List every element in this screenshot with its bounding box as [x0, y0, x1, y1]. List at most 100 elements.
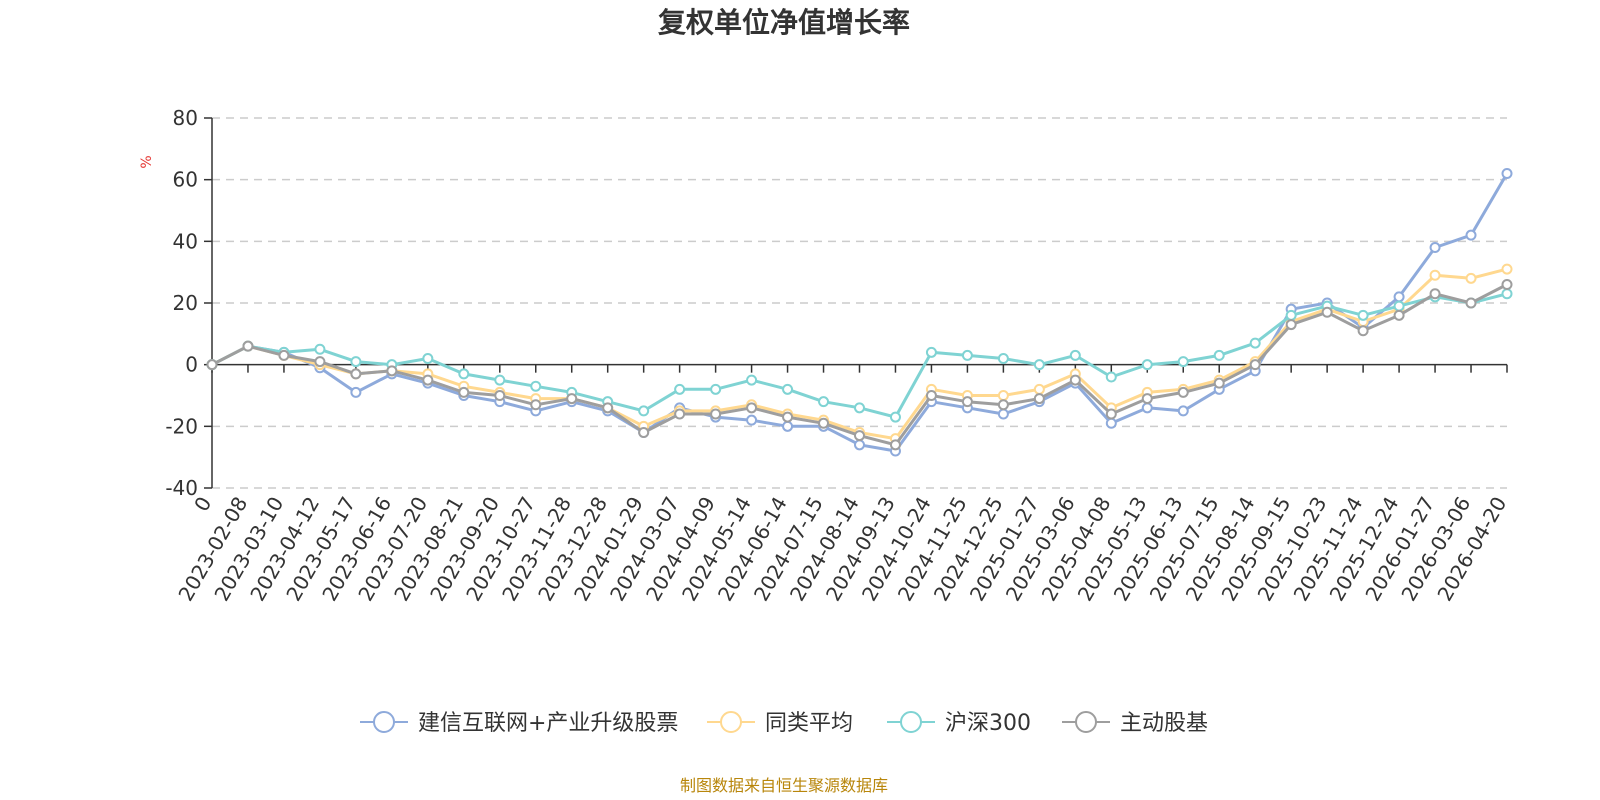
data-point[interactable]	[314, 356, 326, 368]
data-point[interactable]	[422, 374, 434, 386]
data-point[interactable]	[278, 349, 290, 361]
data-point[interactable]	[494, 390, 506, 401]
data-point[interactable]	[1393, 300, 1405, 312]
data-point[interactable]	[638, 427, 650, 438]
data-point[interactable]	[1501, 263, 1513, 275]
data-point[interactable]	[997, 353, 1009, 364]
data-point[interactable]	[386, 365, 398, 377]
data-point[interactable]	[1249, 337, 1261, 349]
data-point[interactable]	[350, 356, 362, 368]
data-point[interactable]	[925, 390, 937, 401]
data-point[interactable]	[350, 386, 362, 398]
data-point[interactable]	[1141, 359, 1153, 371]
data-point[interactable]	[961, 349, 973, 361]
data-point[interactable]	[1105, 408, 1117, 420]
data-point[interactable]	[746, 374, 758, 386]
data-point[interactable]	[602, 402, 614, 414]
data-point[interactable]	[854, 402, 865, 414]
data-point[interactable]	[1501, 288, 1513, 300]
data-point[interactable]	[854, 439, 865, 451]
data-point[interactable]	[746, 414, 758, 426]
y-tick-label: 60	[173, 168, 198, 192]
data-point[interactable]	[1213, 377, 1225, 389]
data-point[interactable]	[1357, 325, 1369, 337]
data-point[interactable]	[1069, 349, 1081, 361]
data-point[interactable]	[1393, 291, 1405, 303]
legend-item-1[interactable]: 同类平均	[707, 711, 853, 736]
data-point[interactable]	[422, 353, 434, 364]
legend-circle-icon	[900, 711, 922, 733]
data-point[interactable]	[961, 396, 973, 408]
data-point[interactable]	[746, 402, 758, 414]
data-point[interactable]	[818, 417, 830, 429]
data-point[interactable]	[530, 399, 542, 411]
data-point[interactable]	[1033, 393, 1045, 405]
data-point[interactable]	[314, 343, 326, 355]
data-point[interactable]	[1393, 309, 1405, 321]
data-point[interactable]	[889, 411, 901, 423]
data-point[interactable]	[1105, 371, 1117, 383]
data-point[interactable]	[242, 340, 254, 352]
data-point[interactable]	[1465, 297, 1477, 309]
data-point[interactable]	[782, 383, 794, 395]
data-point[interactable]	[818, 396, 830, 408]
y-tick-label: 80	[173, 106, 198, 130]
data-point[interactable]	[1177, 356, 1189, 368]
data-point[interactable]	[1501, 279, 1513, 290]
data-point[interactable]	[1429, 242, 1441, 253]
data-point[interactable]	[1465, 229, 1477, 241]
data-point[interactable]	[674, 408, 686, 420]
y-tick-label: 20	[173, 291, 198, 315]
data-point[interactable]	[1177, 405, 1189, 417]
data-point[interactable]	[1285, 309, 1297, 321]
data-point[interactable]	[1501, 168, 1513, 179]
data-point[interactable]	[206, 359, 218, 371]
data-point[interactable]	[1465, 272, 1477, 284]
legend-item-3[interactable]: 主动股基	[1062, 711, 1208, 736]
data-point[interactable]	[674, 383, 686, 395]
data-point[interactable]	[997, 408, 1009, 420]
data-point[interactable]	[782, 411, 794, 423]
legend-item-2[interactable]: 沪深300	[887, 711, 1031, 736]
data-point[interactable]	[458, 386, 470, 398]
series-1	[206, 263, 1513, 445]
data-point[interactable]	[1141, 402, 1153, 414]
legend-circle-icon	[373, 711, 395, 733]
legend-label: 沪深300	[945, 711, 1031, 736]
data-point[interactable]	[566, 393, 578, 405]
data-point[interactable]	[997, 390, 1009, 401]
data-point[interactable]	[1357, 309, 1369, 321]
data-point[interactable]	[1429, 288, 1441, 300]
data-point[interactable]	[782, 420, 794, 432]
data-point[interactable]	[638, 405, 650, 417]
data-point[interactable]	[1105, 417, 1117, 429]
data-point[interactable]	[1177, 386, 1189, 398]
data-point[interactable]	[458, 368, 470, 380]
data-point[interactable]	[854, 430, 865, 442]
data-point[interactable]	[1249, 359, 1261, 371]
data-point[interactable]	[1141, 393, 1153, 405]
data-point[interactable]	[889, 439, 901, 451]
data-point[interactable]	[710, 408, 722, 420]
legend-circle-icon	[1075, 711, 1097, 733]
data-point[interactable]	[1033, 383, 1045, 395]
data-point[interactable]	[1285, 319, 1297, 331]
data-source-note: 制图数据来自恒生聚源数据库	[680, 776, 888, 795]
data-point[interactable]	[1033, 359, 1045, 371]
legend-circle-icon	[720, 711, 742, 733]
data-point[interactable]	[1321, 306, 1333, 318]
data-point[interactable]	[494, 374, 506, 386]
data-point[interactable]	[925, 346, 937, 358]
grid-lines	[212, 117, 1507, 489]
data-point[interactable]	[710, 383, 722, 395]
data-point[interactable]	[997, 399, 1009, 411]
legend-label: 同类平均	[765, 711, 853, 736]
data-point[interactable]	[1213, 349, 1225, 361]
data-point[interactable]	[530, 380, 542, 392]
data-point[interactable]	[1429, 269, 1441, 281]
data-point[interactable]	[350, 368, 362, 380]
data-point[interactable]	[1069, 374, 1081, 386]
legend[interactable]: 建信互联网+产业升级股票 同类平均 沪深300 主动股基	[360, 711, 1208, 736]
legend-item-0[interactable]: 建信互联网+产业升级股票	[360, 711, 678, 736]
